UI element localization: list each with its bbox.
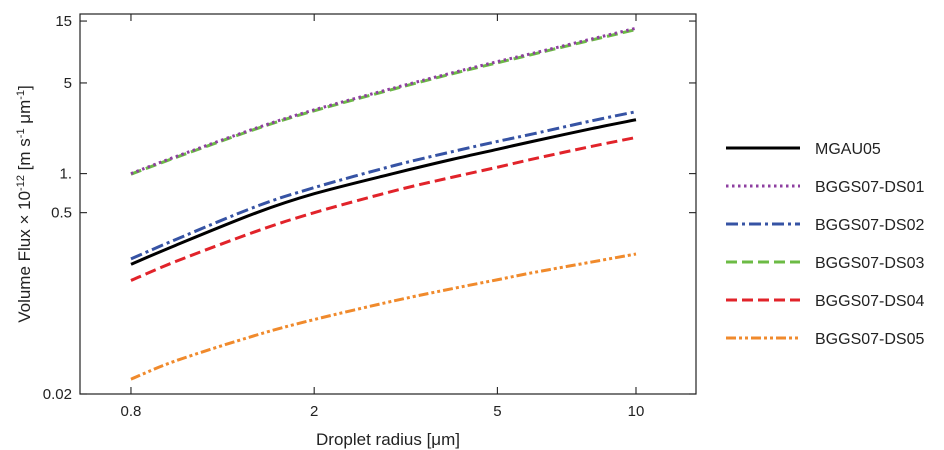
y-axis-label-prefix: Volume Flux × 10 [15, 191, 34, 323]
series-line-bggs07-ds01 [130, 26, 637, 176]
legend-label: BGGS07-DS01 [815, 179, 924, 196]
y-axis-label-unit-open: [m s [15, 138, 34, 175]
x-tick-label: 2 [310, 403, 318, 420]
series-line-bggs07-ds05 [130, 252, 637, 381]
y-tick-label: 5 [64, 75, 72, 92]
legend-label: BGGS07-DS02 [815, 217, 924, 234]
plot-area: 0.8 2 5 10 0.02 0.5 1. 5 15 [43, 13, 697, 420]
legend-label: BGGS07-DS04 [815, 293, 924, 310]
y-axis-ticks: 0.02 0.5 1. 5 15 [43, 13, 696, 403]
y-tick-label: 1. [59, 166, 72, 183]
x-tick-label: 5 [493, 403, 501, 420]
series-line-bggs07-ds02 [130, 110, 637, 261]
y-tick-label: 0.02 [43, 386, 72, 403]
series-line-bggs07-ds04 [130, 135, 637, 282]
legend: MGAU05 BGGS07-DS01 BGGS07-DS02 BGGS07-DS03 B… [726, 141, 924, 348]
x-axis-label: Droplet radius [μm] [316, 430, 460, 449]
series-line-mgau05 [130, 118, 637, 266]
legend-label: MGAU05 [815, 141, 881, 158]
x-axis-ticks: 0.8 2 5 10 [121, 14, 645, 420]
y-axis-label-unit-sup2: -1 [15, 90, 27, 100]
y-axis-label-exponent: -12 [15, 175, 27, 191]
y-axis-label-unit-close: ] [15, 85, 34, 90]
x-tick-label: 0.8 [121, 403, 142, 420]
y-tick-label: 0.5 [51, 205, 72, 222]
x-tick-label: 10 [628, 403, 645, 420]
y-axis-label-unit-sup1: -1 [15, 128, 27, 138]
plot-frame [79, 13, 697, 395]
y-axis-label-unit-mid: μm [15, 100, 34, 129]
y-tick-label: 15 [55, 13, 72, 30]
series-lines [130, 26, 637, 381]
legend-label: BGGS07-DS03 [815, 255, 924, 272]
y-axis-label: Volume Flux × 10-12 [m s-1 μm-1] [15, 85, 34, 323]
legend-label: BGGS07-DS05 [815, 331, 924, 348]
